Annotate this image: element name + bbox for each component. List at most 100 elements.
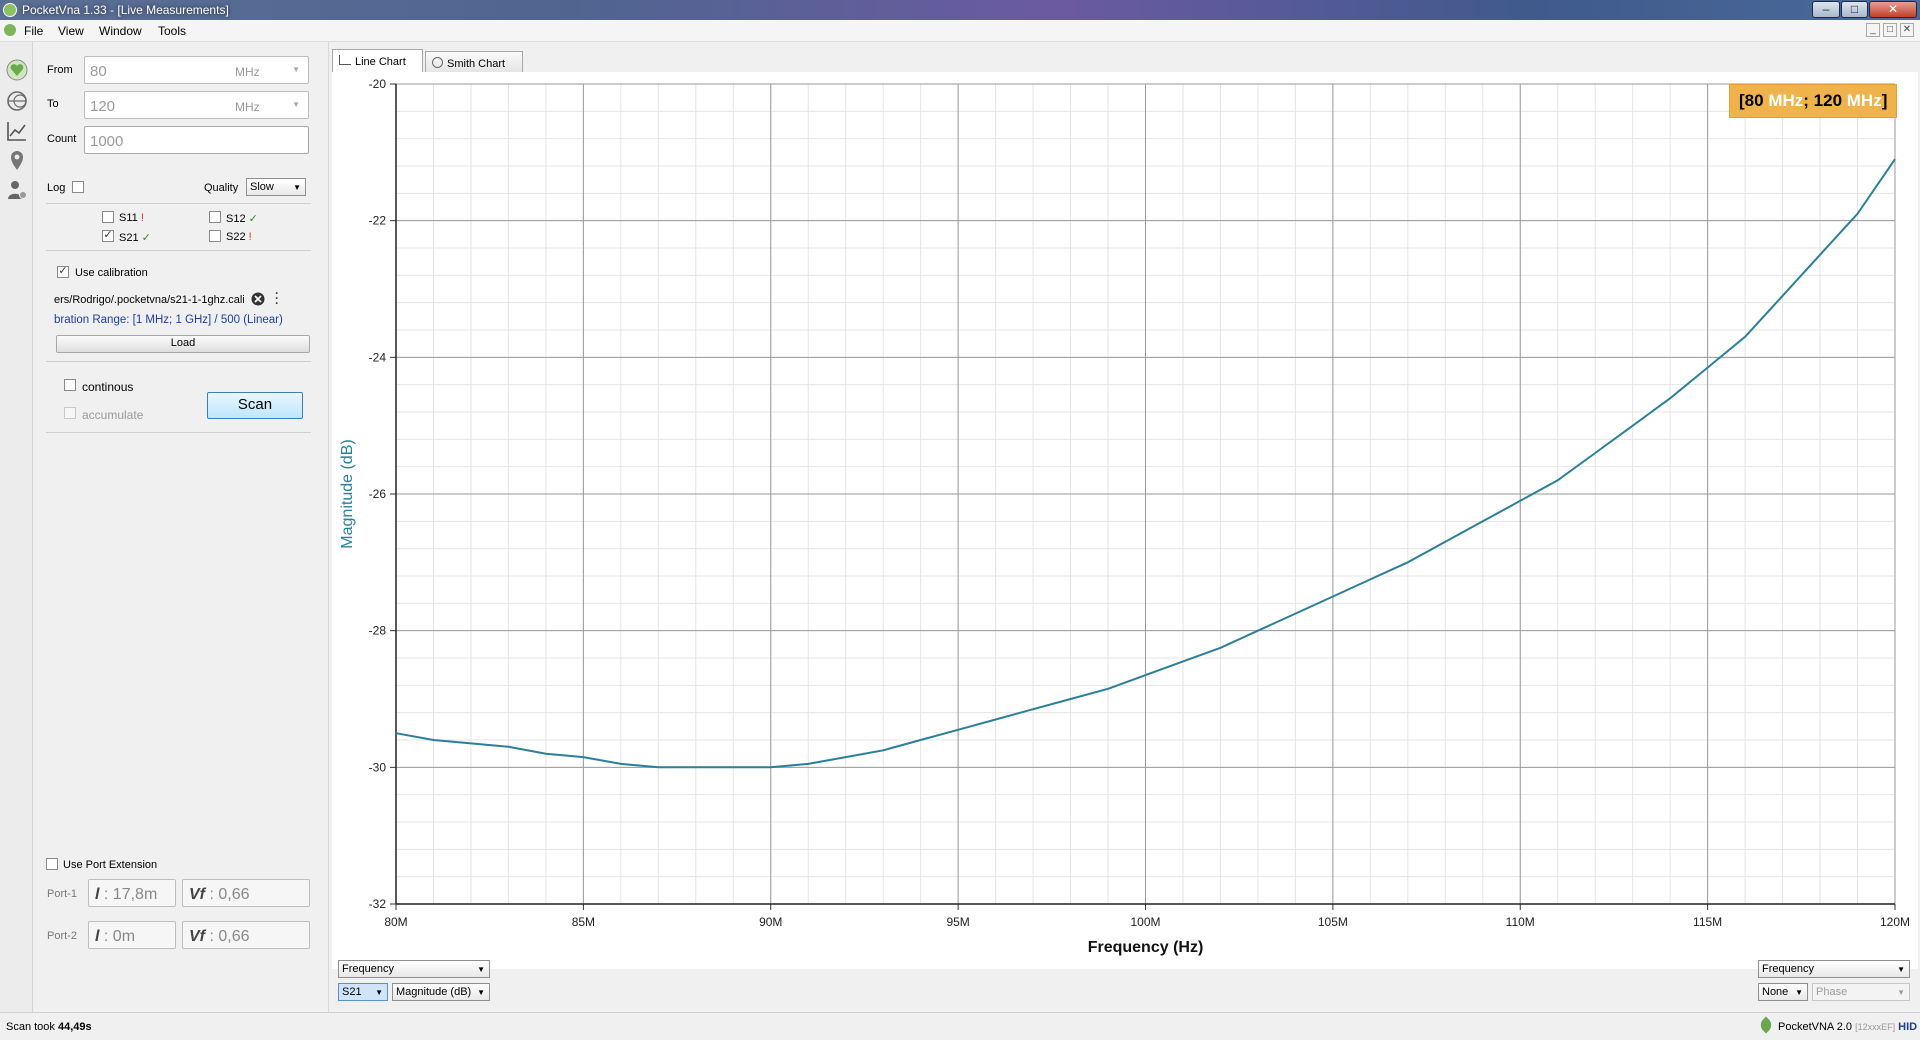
- accumulate-label: accumulate: [82, 408, 144, 422]
- load-button[interactable]: Load: [56, 335, 310, 353]
- divider: [46, 361, 311, 362]
- more-options-icon[interactable]: · · ·: [275, 286, 279, 310]
- chevron-down-icon: ▼: [1897, 988, 1905, 997]
- x-tick-label: 95M: [946, 915, 969, 929]
- s12-checkbox[interactable]: [209, 211, 221, 223]
- calibration-range: bration Range: [1 MHz; 1 GHz] / 500 (Lin…: [54, 314, 283, 326]
- menu-file[interactable]: File: [24, 24, 44, 38]
- count-field[interactable]: 1000: [84, 126, 309, 154]
- x-axis-dropdown-right[interactable]: Frequency ▼: [1758, 960, 1910, 978]
- scan-button[interactable]: Scan: [207, 392, 303, 419]
- minimize-button[interactable]: –: [1812, 1, 1840, 18]
- app-menu-icon[interactable]: [4, 24, 16, 36]
- line-chart-plot[interactable]: 80M 85M 90M 95M 100M 105M 110M 115M 120M -20 -22 -2…: [332, 72, 1918, 969]
- window-title: PocketVna 1.33 - [Live Measurements]: [22, 3, 229, 17]
- mdi-close-button[interactable]: ✕: [1900, 23, 1914, 37]
- y-tick-label: -30: [369, 760, 387, 774]
- divider: [46, 432, 311, 433]
- series-line-s21: [395, 158, 1896, 769]
- port-extension-checkbox[interactable]: [46, 858, 58, 870]
- line-chart-icon: [339, 55, 351, 65]
- log-checkbox[interactable]: [72, 181, 84, 193]
- chevron-down-icon: ▼: [293, 183, 301, 192]
- menu-tools[interactable]: Tools: [158, 24, 187, 38]
- y-tick-label: -24: [369, 350, 387, 364]
- chevron-down-icon: ▼: [477, 988, 485, 997]
- s22-checkbox[interactable]: [209, 230, 221, 242]
- from-label: From: [47, 64, 73, 76]
- close-button[interactable]: ✕: [1869, 1, 1917, 18]
- mdi-restore-button[interactable]: □: [1883, 23, 1897, 37]
- to-label: To: [47, 98, 59, 110]
- x-axis-label: Frequency (Hz): [1088, 939, 1204, 956]
- chart-canvas: 80M 85M 90M 95M 100M 105M 110M 115M 120M -20 -22 -2…: [339, 77, 1910, 956]
- use-calibration-checkbox[interactable]: ✓: [57, 265, 69, 278]
- y-tick-label: -26: [369, 487, 387, 501]
- smith-chart-icon[interactable]: [5, 89, 29, 113]
- location-pin-icon[interactable]: [5, 148, 29, 172]
- quality-label: Quality: [204, 182, 239, 194]
- s11-label: S11 !: [119, 212, 144, 224]
- s21-checkbox[interactable]: ✓: [102, 229, 114, 242]
- x-tick-label: 85M: [572, 915, 595, 929]
- measure-dropdown-left[interactable]: Magnitude (dB) ▼: [392, 983, 490, 1001]
- y-tick-label: -22: [369, 214, 387, 228]
- chevron-down-icon: ▼: [1795, 988, 1803, 997]
- menu-window[interactable]: Window: [99, 24, 142, 38]
- s11-checkbox[interactable]: [102, 211, 114, 223]
- line-chart-icon[interactable]: [5, 119, 29, 143]
- port1-length-field[interactable]: l : 17,8m: [88, 879, 176, 907]
- y-tick-label: -32: [369, 897, 387, 911]
- from-value: 80: [90, 63, 107, 80]
- port1-label: Port-1: [47, 888, 77, 900]
- tool-strip: [0, 42, 33, 1012]
- parameter-dropdown-left[interactable]: S21 ▼: [338, 983, 388, 1001]
- from-unit-dropdown-icon[interactable]: ▼: [292, 65, 300, 74]
- quality-dropdown[interactable]: Slow ▼: [246, 178, 306, 196]
- s12-label: S12 ✓: [226, 213, 258, 225]
- maximize-button[interactable]: □: [1841, 1, 1868, 18]
- heart-icon[interactable]: [5, 58, 29, 82]
- to-frequency-field[interactable]: 120 MHz ▼: [84, 91, 309, 119]
- port2-label: Port-2: [47, 930, 77, 942]
- x-tick-label: 105M: [1318, 915, 1348, 929]
- smith-chart-icon: [432, 57, 443, 68]
- x-tick-label: 115M: [1693, 915, 1722, 929]
- menu-bar: File View Window Tools _ □ ✕: [0, 20, 1920, 42]
- divider: [46, 203, 311, 204]
- clear-icon[interactable]: [251, 292, 265, 306]
- port2-length-field[interactable]: l : 0m: [88, 921, 176, 949]
- chevron-down-icon: ▼: [477, 965, 485, 974]
- tab-smith-chart[interactable]: Smith Chart: [425, 51, 523, 73]
- y-axis-label: Magnitude (dB): [339, 439, 356, 548]
- port2-vf-field[interactable]: Vf : 0,66: [182, 921, 310, 949]
- chevron-down-icon: ▼: [1897, 965, 1905, 974]
- s22-label: S22 !: [226, 231, 252, 243]
- accumulate-checkbox[interactable]: [64, 407, 76, 419]
- x-tick-label: 100M: [1130, 915, 1160, 929]
- count-value: 1000: [90, 133, 124, 150]
- device-leaf-icon: [1757, 1016, 1775, 1034]
- device-status: PocketVNA 2.0 [12xxxEF] HID: [1778, 1021, 1918, 1033]
- scan-time-status: Scan took 44,49s: [6, 1021, 92, 1033]
- port1-vf-field[interactable]: Vf : 0,66: [182, 879, 310, 907]
- settings-panel: From 80 MHz ▼ To 120 MHz ▼ Count 1000 Lo…: [34, 42, 329, 1012]
- from-unit: MHz: [235, 65, 260, 79]
- user-settings-icon[interactable]: [5, 178, 29, 202]
- log-label: Log: [47, 182, 66, 194]
- title-bar: PocketVna 1.33 - [Live Measurements] – □…: [0, 0, 1920, 20]
- tab-line-chart[interactable]: Line Chart: [332, 49, 423, 73]
- parameter-dropdown-right[interactable]: None ▼: [1758, 983, 1808, 1001]
- from-frequency-field[interactable]: 80 MHz ▼: [84, 56, 309, 84]
- mdi-minimize-button[interactable]: _: [1866, 23, 1880, 37]
- measure-dropdown-right[interactable]: Phase ▼: [1812, 983, 1910, 1001]
- x-axis-dropdown-left[interactable]: Frequency ▼: [338, 960, 490, 978]
- to-unit-dropdown-icon[interactable]: ▼: [292, 100, 300, 109]
- app-logo-icon: [3, 3, 17, 17]
- x-tick-label: 120M: [1880, 915, 1910, 929]
- menu-view[interactable]: View: [58, 24, 84, 38]
- y-tick-label: -28: [369, 624, 387, 638]
- s21-label: S21 ✓: [119, 232, 151, 244]
- continous-checkbox[interactable]: [64, 379, 76, 391]
- to-unit: MHz: [235, 100, 260, 114]
